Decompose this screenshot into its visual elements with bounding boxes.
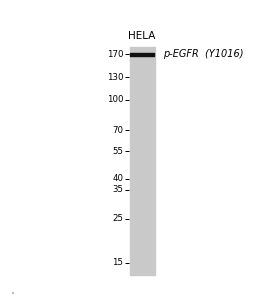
Text: 130: 130 bbox=[107, 73, 123, 82]
Text: •: • bbox=[11, 290, 15, 296]
Text: 70: 70 bbox=[113, 126, 123, 135]
Text: 35: 35 bbox=[113, 185, 123, 194]
Text: 25: 25 bbox=[113, 214, 123, 224]
Text: 100: 100 bbox=[107, 95, 123, 104]
Text: p-EGFR  (Y1016): p-EGFR (Y1016) bbox=[163, 49, 243, 59]
Text: 15: 15 bbox=[113, 258, 123, 267]
Bar bbox=[130, 47, 155, 275]
Text: 170: 170 bbox=[107, 50, 123, 59]
Text: 40: 40 bbox=[113, 174, 123, 183]
Text: 55: 55 bbox=[113, 147, 123, 156]
Text: HELA: HELA bbox=[128, 31, 156, 41]
